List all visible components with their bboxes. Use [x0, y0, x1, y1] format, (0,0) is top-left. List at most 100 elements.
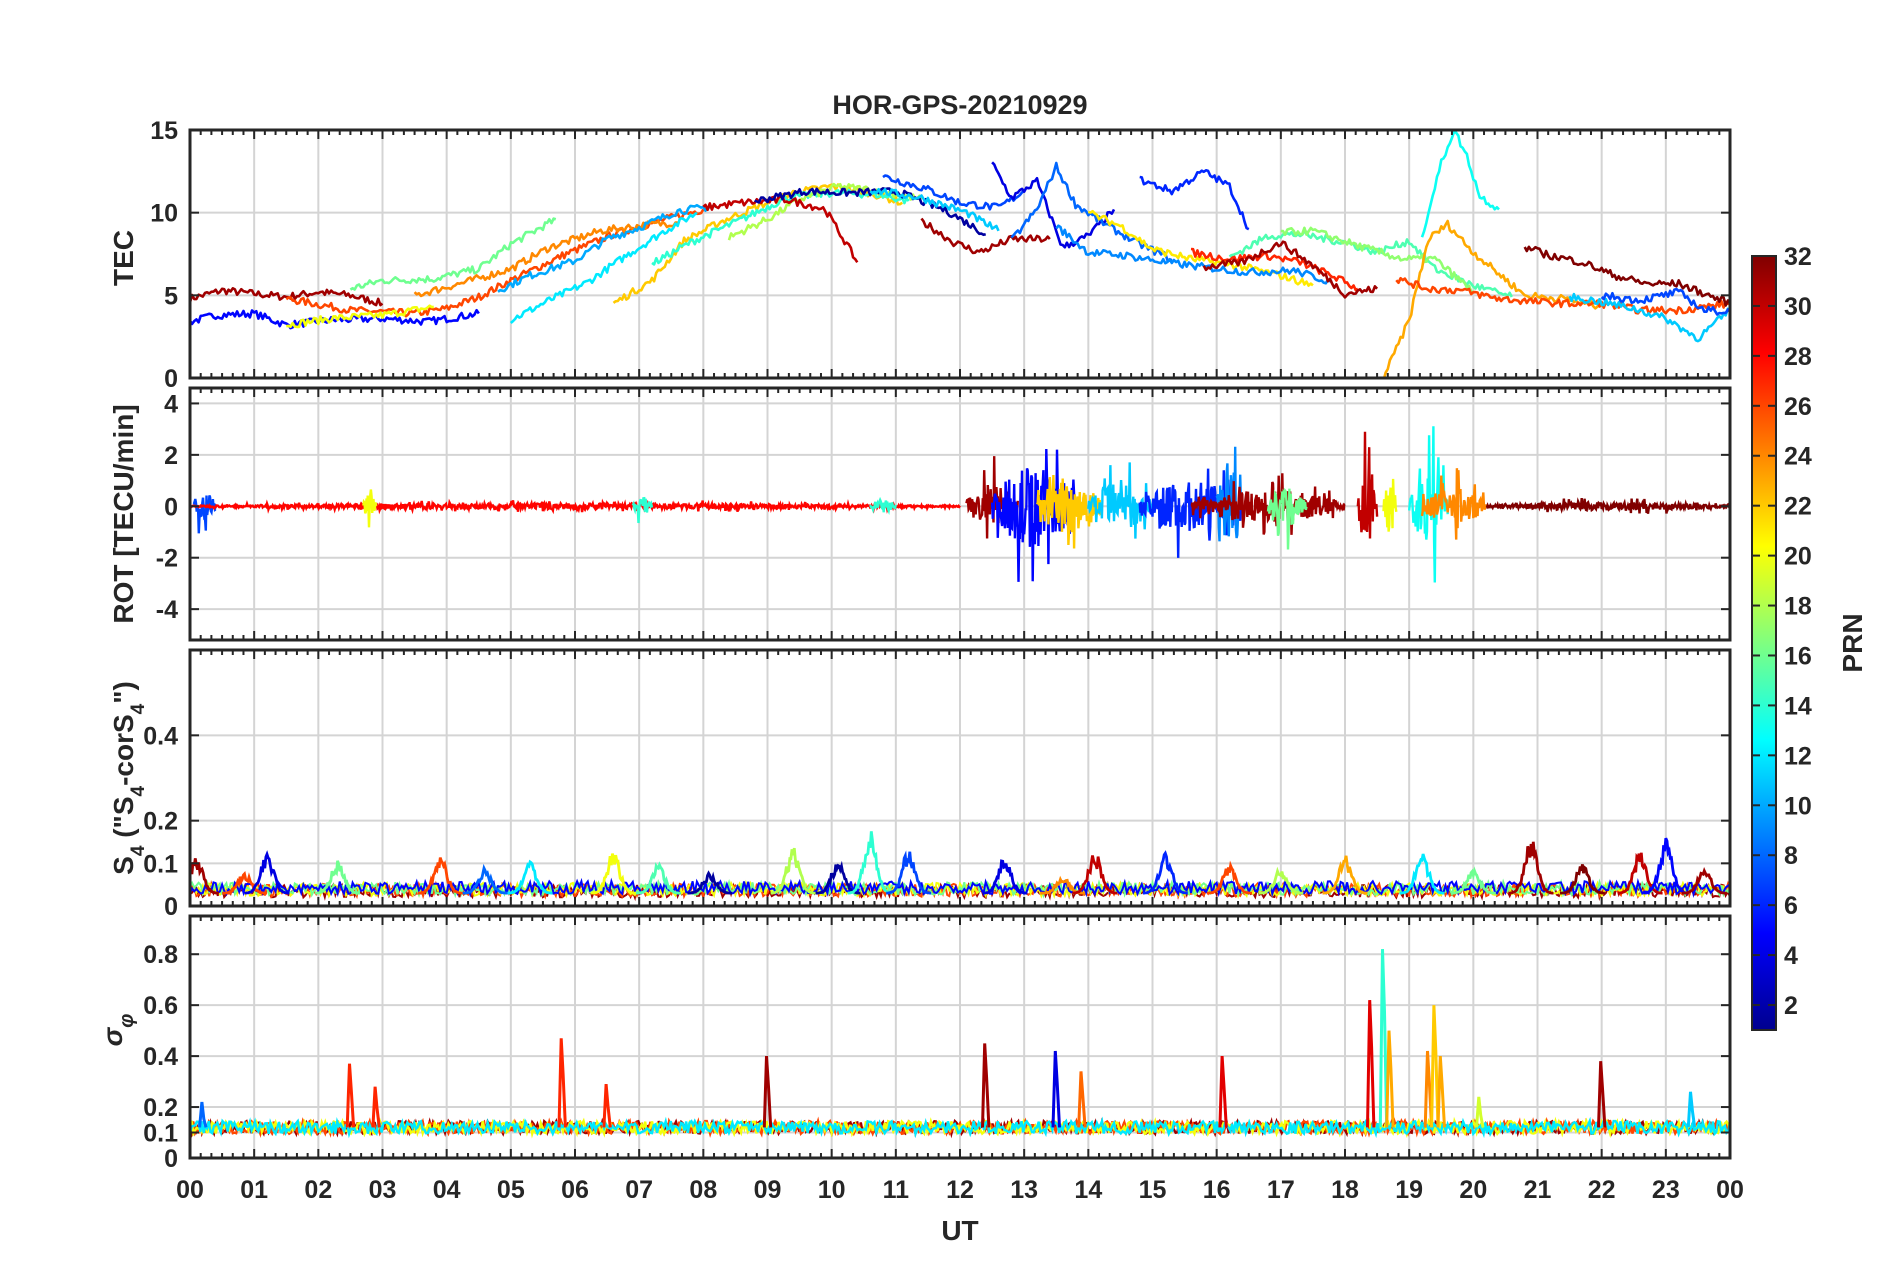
s4-series-prn-31: [190, 858, 220, 895]
tec-series-prn-23: [1382, 219, 1603, 378]
y-axis-label-rot: ROT [TECU/min]: [108, 404, 139, 623]
y-tick-label: 0.1: [143, 850, 178, 878]
s4-series-prn-4: [982, 859, 1028, 895]
s4-series-prn-18: [1258, 866, 1304, 895]
sigma-spike-prn-14: [1378, 949, 1389, 1128]
axes-frame: [188, 128, 1732, 380]
colorbar-tick-label: 30: [1784, 293, 1812, 321]
tec-series-prn-4: [991, 161, 1116, 249]
tec-series-prn-7: [882, 174, 1025, 211]
rot-series-prn-14: [869, 496, 897, 515]
y-axis-label-tec: TEC: [108, 230, 139, 286]
x-tick-label: 14: [1074, 1176, 1102, 1204]
s4-series-prn-12: [1399, 853, 1445, 895]
tec-series-prn-21: [1087, 209, 1314, 287]
rot-panel: -4 -2 0 2 4: [156, 386, 1732, 642]
axes-frame: [188, 386, 1732, 642]
s4-series-prn-8: [462, 863, 508, 895]
tec-series-prn-16: [349, 217, 557, 291]
sigma-spike-prn-11: [1686, 1091, 1697, 1128]
y-tick-label: 0: [164, 1145, 178, 1173]
sigma-baseline-prn-12: [190, 1116, 1730, 1139]
sigma-spike-prn-23: [1385, 1030, 1395, 1128]
s4-series-prn-2: [687, 870, 733, 895]
chart-title: HOR-GPS-20210929: [832, 90, 1087, 120]
colorbar-tick-label: 20: [1784, 543, 1812, 571]
s4-series-prn-26: [1206, 860, 1253, 895]
colorbar-tick-label: 24: [1784, 443, 1812, 471]
rot-series-prn-20: [362, 489, 378, 528]
x-tick-label: 02: [304, 1176, 332, 1204]
tec-series-prn-9: [1055, 224, 1333, 285]
x-tick-label: 20: [1459, 1176, 1487, 1204]
colorbar-tick-label: 2: [1784, 992, 1798, 1020]
x-tick-label: 10: [818, 1176, 846, 1204]
s4-series-prn-5: [1643, 837, 1689, 895]
s4-series-prn-16: [1450, 866, 1496, 895]
x-tick-label: 00: [176, 1176, 204, 1204]
tec-series-prn-2: [754, 187, 987, 237]
sigma-spike-prn-24: [1423, 1050, 1434, 1128]
sigma-phi-panel: 00.10.2 0.4 0.6 0.8: [143, 914, 1732, 1173]
rot-series-prn-28: [190, 498, 961, 515]
y-tick-label: 5: [164, 282, 178, 310]
x-tick-label: 19: [1395, 1176, 1423, 1204]
s4-series-prn-18: [770, 847, 816, 895]
sigma-spike-prn-25: [1077, 1071, 1087, 1128]
s4-series-prn-16: [314, 860, 361, 895]
colorbar-tick-label: 6: [1784, 892, 1798, 920]
sigma-spike-prn-31: [1597, 1061, 1607, 1128]
sigma-spike-prn-27: [557, 1038, 567, 1128]
rot-series-prn-14: [631, 496, 654, 524]
tec-series-prn-31: [920, 217, 1051, 255]
colorbar-gradient: [1751, 255, 1777, 1031]
rot-series-prn-11: [1087, 462, 1154, 539]
x-tick-label: 03: [369, 1176, 397, 1204]
x-tick-label: 21: [1524, 1176, 1552, 1204]
x-tick-label: 07: [625, 1176, 653, 1204]
y-tick-label: 0.4: [143, 1043, 178, 1071]
colorbar-tick-label: 18: [1784, 593, 1812, 621]
x-tick-label: 00: [1716, 1176, 1744, 1204]
y-tick-label: 0.2: [143, 1094, 178, 1122]
tec-series-prn-31: [190, 287, 384, 307]
tec-series-prn-27: [1190, 247, 1359, 292]
y-tick-label: 0.8: [143, 941, 178, 969]
tec-series-prn-12: [509, 211, 698, 324]
s4-series-prn-26: [222, 870, 268, 895]
sigma-spike-prn-23: [1436, 1056, 1446, 1128]
s4-series-prn-26: [417, 857, 463, 895]
x-tick-label: 16: [1203, 1176, 1231, 1204]
s4-baseline-prn-5: [190, 877, 1730, 898]
sigma-spike-prn-22: [1430, 1005, 1440, 1128]
s4-series-prn-30: [1072, 855, 1118, 895]
s4-series-prn-31: [1508, 841, 1554, 895]
y-tick-label: 0.1: [143, 1120, 178, 1148]
s4-series-prn-14: [847, 831, 893, 895]
colorbar-tick-label: 28: [1784, 343, 1812, 371]
colorbar-tick-label: 4: [1784, 942, 1798, 970]
x-tick-label: 13: [1010, 1176, 1038, 1204]
s4-series-prn-6: [1142, 850, 1188, 895]
y-tick-label: 0: [164, 493, 178, 521]
sigma-spike-prn-19: [1475, 1096, 1485, 1128]
sigma-spike-prn-4: [1051, 1050, 1061, 1128]
s4-series-prn-31: [1681, 866, 1727, 895]
axes-frame: [188, 914, 1732, 1160]
x-tick-label: 09: [754, 1176, 782, 1204]
y-tick-label: 0.2: [143, 808, 178, 836]
sigma-spike-prn-27: [345, 1063, 356, 1128]
x-tick-labels: 00 01 02 03 04 05 06 07 08 09 10 11 12 13 14 15 16 17 18 19…: [176, 1176, 1744, 1204]
y-tick-label: 4: [164, 390, 178, 418]
x-tick-label: 05: [497, 1176, 525, 1204]
colorbar-tick-label: 10: [1784, 792, 1812, 820]
y-axis-label-sigma-phi: σφ: [97, 1014, 138, 1047]
y-axis-label-s4: S4 ("S4-corS4"): [108, 681, 149, 875]
sigma-spike-prn-8: [198, 1101, 208, 1128]
x-tick-label: 18: [1331, 1176, 1359, 1204]
tec-series-prn-17: [1280, 226, 1474, 294]
sigma-spike-prn-29: [1218, 1056, 1228, 1128]
tec-series-prn-31: [1202, 240, 1379, 299]
tec-series-prn-14: [651, 188, 910, 266]
